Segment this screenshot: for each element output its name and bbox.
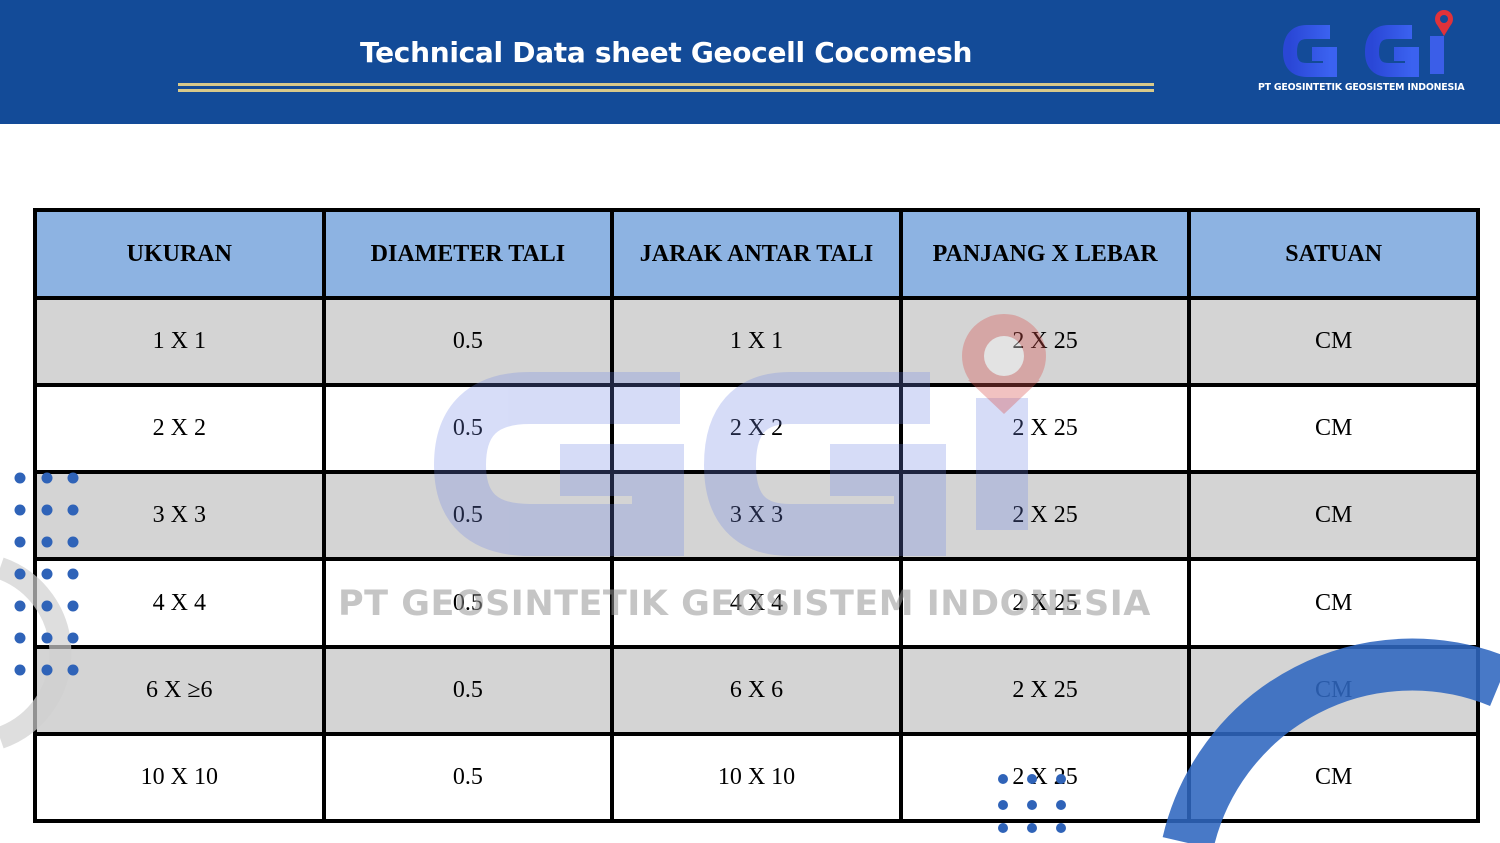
- cell-diameter: 0.5: [321, 470, 615, 562]
- header-satuan: SATUAN: [1187, 208, 1480, 300]
- cell-jarak: 1 X 1: [610, 295, 903, 388]
- cell-ukuran: 6 X ≥6: [33, 644, 326, 736]
- cell-diameter: 0.5: [321, 731, 615, 824]
- cell-satuan: CM: [1187, 383, 1480, 475]
- decorative-arc-left-icon: [0, 557, 72, 749]
- table-header-row: UKURAN DIAMETER TALI JARAK ANTAR TALI PA…: [33, 208, 1480, 300]
- table-row: 6 X ≥6 0.5 6 X 6 2 X 25 CM: [33, 644, 1480, 736]
- cell-ukuran: 10 X 10: [33, 731, 326, 824]
- cell-jarak: 3 X 3: [610, 470, 903, 562]
- cell-panjang-lebar: 2 X 25: [898, 470, 1192, 562]
- logo-caption: PT GEOSINTETIK GEOSISTEM INDONESIA: [1258, 82, 1465, 93]
- cell-panjang-lebar: 2 X 25: [898, 557, 1192, 649]
- watermark-caption: PT GEOSINTETIK GEOSISTEM INDONESIA: [338, 584, 1151, 624]
- title-underline-bottom: [178, 89, 1154, 92]
- header-panjang-x-lebar: PANJANG X LEBAR: [898, 208, 1192, 300]
- cell-satuan: CM: [1187, 470, 1480, 562]
- spec-table: UKURAN DIAMETER TALI JARAK ANTAR TALI PA…: [33, 208, 1480, 824]
- header-diameter-tali: DIAMETER TALI: [321, 208, 615, 300]
- header-bar: Technical Data sheet Geocell Cocomesh PT…: [0, 0, 1500, 124]
- logo-letters-icon: [1282, 25, 1419, 77]
- cell-ukuran: 3 X 3: [33, 470, 326, 562]
- table-row: 2 X 2 0.5 2 X 2 2 X 25 CM: [33, 383, 1480, 475]
- cell-jarak: 4 X 4: [610, 557, 903, 649]
- cell-jarak: 6 X 6: [610, 644, 903, 736]
- title-underline-top: [178, 83, 1154, 86]
- table-row: 3 X 3 0.5 3 X 3 2 X 25 CM: [33, 470, 1480, 562]
- table-row: 1 X 1 0.5 1 X 1 2 X 25 CM: [33, 295, 1480, 388]
- decorative-dots-bottom-icon: [998, 774, 1066, 833]
- company-logo: [1282, 10, 1453, 77]
- page-title: Technical Data sheet Geocell Cocomesh: [360, 36, 973, 69]
- cell-jarak: 2 X 2: [610, 383, 903, 475]
- header-ukuran: UKURAN: [33, 208, 326, 300]
- cell-panjang-lebar: 2 X 25: [898, 731, 1192, 824]
- cell-diameter: 0.5: [321, 644, 615, 736]
- cell-ukuran: 2 X 2: [33, 383, 326, 475]
- header-jarak-antar-tali: JARAK ANTAR TALI: [610, 208, 903, 300]
- location-pin-icon: [1435, 10, 1453, 36]
- decorative-arc-right-icon: [1162, 638, 1500, 843]
- cell-panjang-lebar: 2 X 25: [898, 644, 1192, 736]
- cell-panjang-lebar: 2 X 25: [898, 383, 1192, 475]
- cell-ukuran: 1 X 1: [33, 295, 326, 388]
- cell-ukuran: 4 X 4: [33, 557, 326, 649]
- cell-satuan: CM: [1187, 295, 1480, 388]
- table-row: 4 X 4 0.5 4 X 4 2 X 25 CM: [33, 557, 1480, 649]
- cell-diameter: 0.5: [321, 383, 615, 475]
- cell-diameter: 0.5: [321, 557, 615, 649]
- cell-panjang-lebar: 2 X 25: [898, 295, 1192, 388]
- cell-diameter: 0.5: [321, 295, 615, 388]
- cell-satuan: CM: [1187, 557, 1480, 649]
- cell-jarak: 10 X 10: [610, 731, 903, 824]
- decorative-dots-left-icon: [14, 472, 79, 676]
